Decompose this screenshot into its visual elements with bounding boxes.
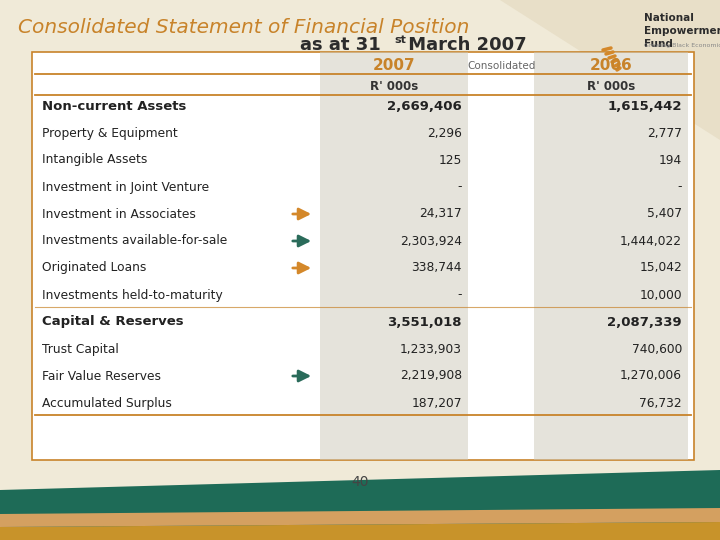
Text: Originated Loans: Originated Loans	[42, 261, 146, 274]
Polygon shape	[0, 470, 720, 540]
Text: 1,270,006: 1,270,006	[620, 369, 682, 382]
Text: 187,207: 187,207	[412, 396, 462, 409]
Text: 40: 40	[351, 475, 369, 489]
FancyBboxPatch shape	[320, 52, 468, 460]
Text: National
Empowerment
Fund: National Empowerment Fund	[644, 13, 720, 49]
Text: 5,407: 5,407	[647, 207, 682, 220]
Text: -: -	[457, 180, 462, 193]
Text: 2,669,406: 2,669,406	[387, 99, 462, 112]
Text: 1,444,022: 1,444,022	[620, 234, 682, 247]
Text: Capital & Reserves: Capital & Reserves	[42, 315, 184, 328]
Text: 24,317: 24,317	[419, 207, 462, 220]
Text: 338,744: 338,744	[412, 261, 462, 274]
Text: 2007: 2007	[373, 58, 415, 73]
Text: March 2007: March 2007	[402, 36, 526, 54]
Text: 2,296: 2,296	[427, 126, 462, 139]
Text: R' 000s: R' 000s	[587, 79, 635, 92]
Polygon shape	[0, 522, 720, 540]
Text: Property & Equipment: Property & Equipment	[42, 126, 178, 139]
Text: Trust Capital: Trust Capital	[42, 342, 119, 355]
Text: 740,600: 740,600	[631, 342, 682, 355]
Text: 10,000: 10,000	[639, 288, 682, 301]
Text: as at 31: as at 31	[300, 36, 381, 54]
Text: Investments held-to-maturity: Investments held-to-maturity	[42, 288, 222, 301]
Text: Growing Black Economic Participation: Growing Black Economic Participation	[644, 43, 720, 48]
Text: -: -	[457, 288, 462, 301]
Text: R' 000s: R' 000s	[370, 79, 418, 92]
FancyBboxPatch shape	[32, 52, 694, 460]
Text: Consolidated Statement of Financial Position: Consolidated Statement of Financial Posi…	[18, 18, 469, 37]
Text: Non-current Assets: Non-current Assets	[42, 99, 186, 112]
Text: Intangible Assets: Intangible Assets	[42, 153, 148, 166]
Text: 3,551,018: 3,551,018	[387, 315, 462, 328]
Text: Investment in Associates: Investment in Associates	[42, 207, 196, 220]
Text: 194: 194	[659, 153, 682, 166]
Text: Investments available-for-sale: Investments available-for-sale	[42, 234, 228, 247]
Text: 2,303,924: 2,303,924	[400, 234, 462, 247]
FancyBboxPatch shape	[534, 52, 688, 460]
Text: 76,732: 76,732	[639, 396, 682, 409]
Text: 1,233,903: 1,233,903	[400, 342, 462, 355]
Text: 15,042: 15,042	[639, 261, 682, 274]
Text: 2006: 2006	[590, 58, 632, 73]
Text: Fair Value Reserves: Fair Value Reserves	[42, 369, 161, 382]
Text: st: st	[394, 35, 406, 45]
Text: 2,087,339: 2,087,339	[608, 315, 682, 328]
Text: Consolidated: Consolidated	[468, 61, 536, 71]
Text: Investment in Joint Venture: Investment in Joint Venture	[42, 180, 209, 193]
Text: 2,777: 2,777	[647, 126, 682, 139]
Text: Accumulated Surplus: Accumulated Surplus	[42, 396, 172, 409]
Text: 1,615,442: 1,615,442	[608, 99, 682, 112]
Polygon shape	[0, 508, 720, 527]
Polygon shape	[500, 0, 720, 140]
Text: -: -	[678, 180, 682, 193]
Text: 2,219,908: 2,219,908	[400, 369, 462, 382]
Text: 125: 125	[438, 153, 462, 166]
